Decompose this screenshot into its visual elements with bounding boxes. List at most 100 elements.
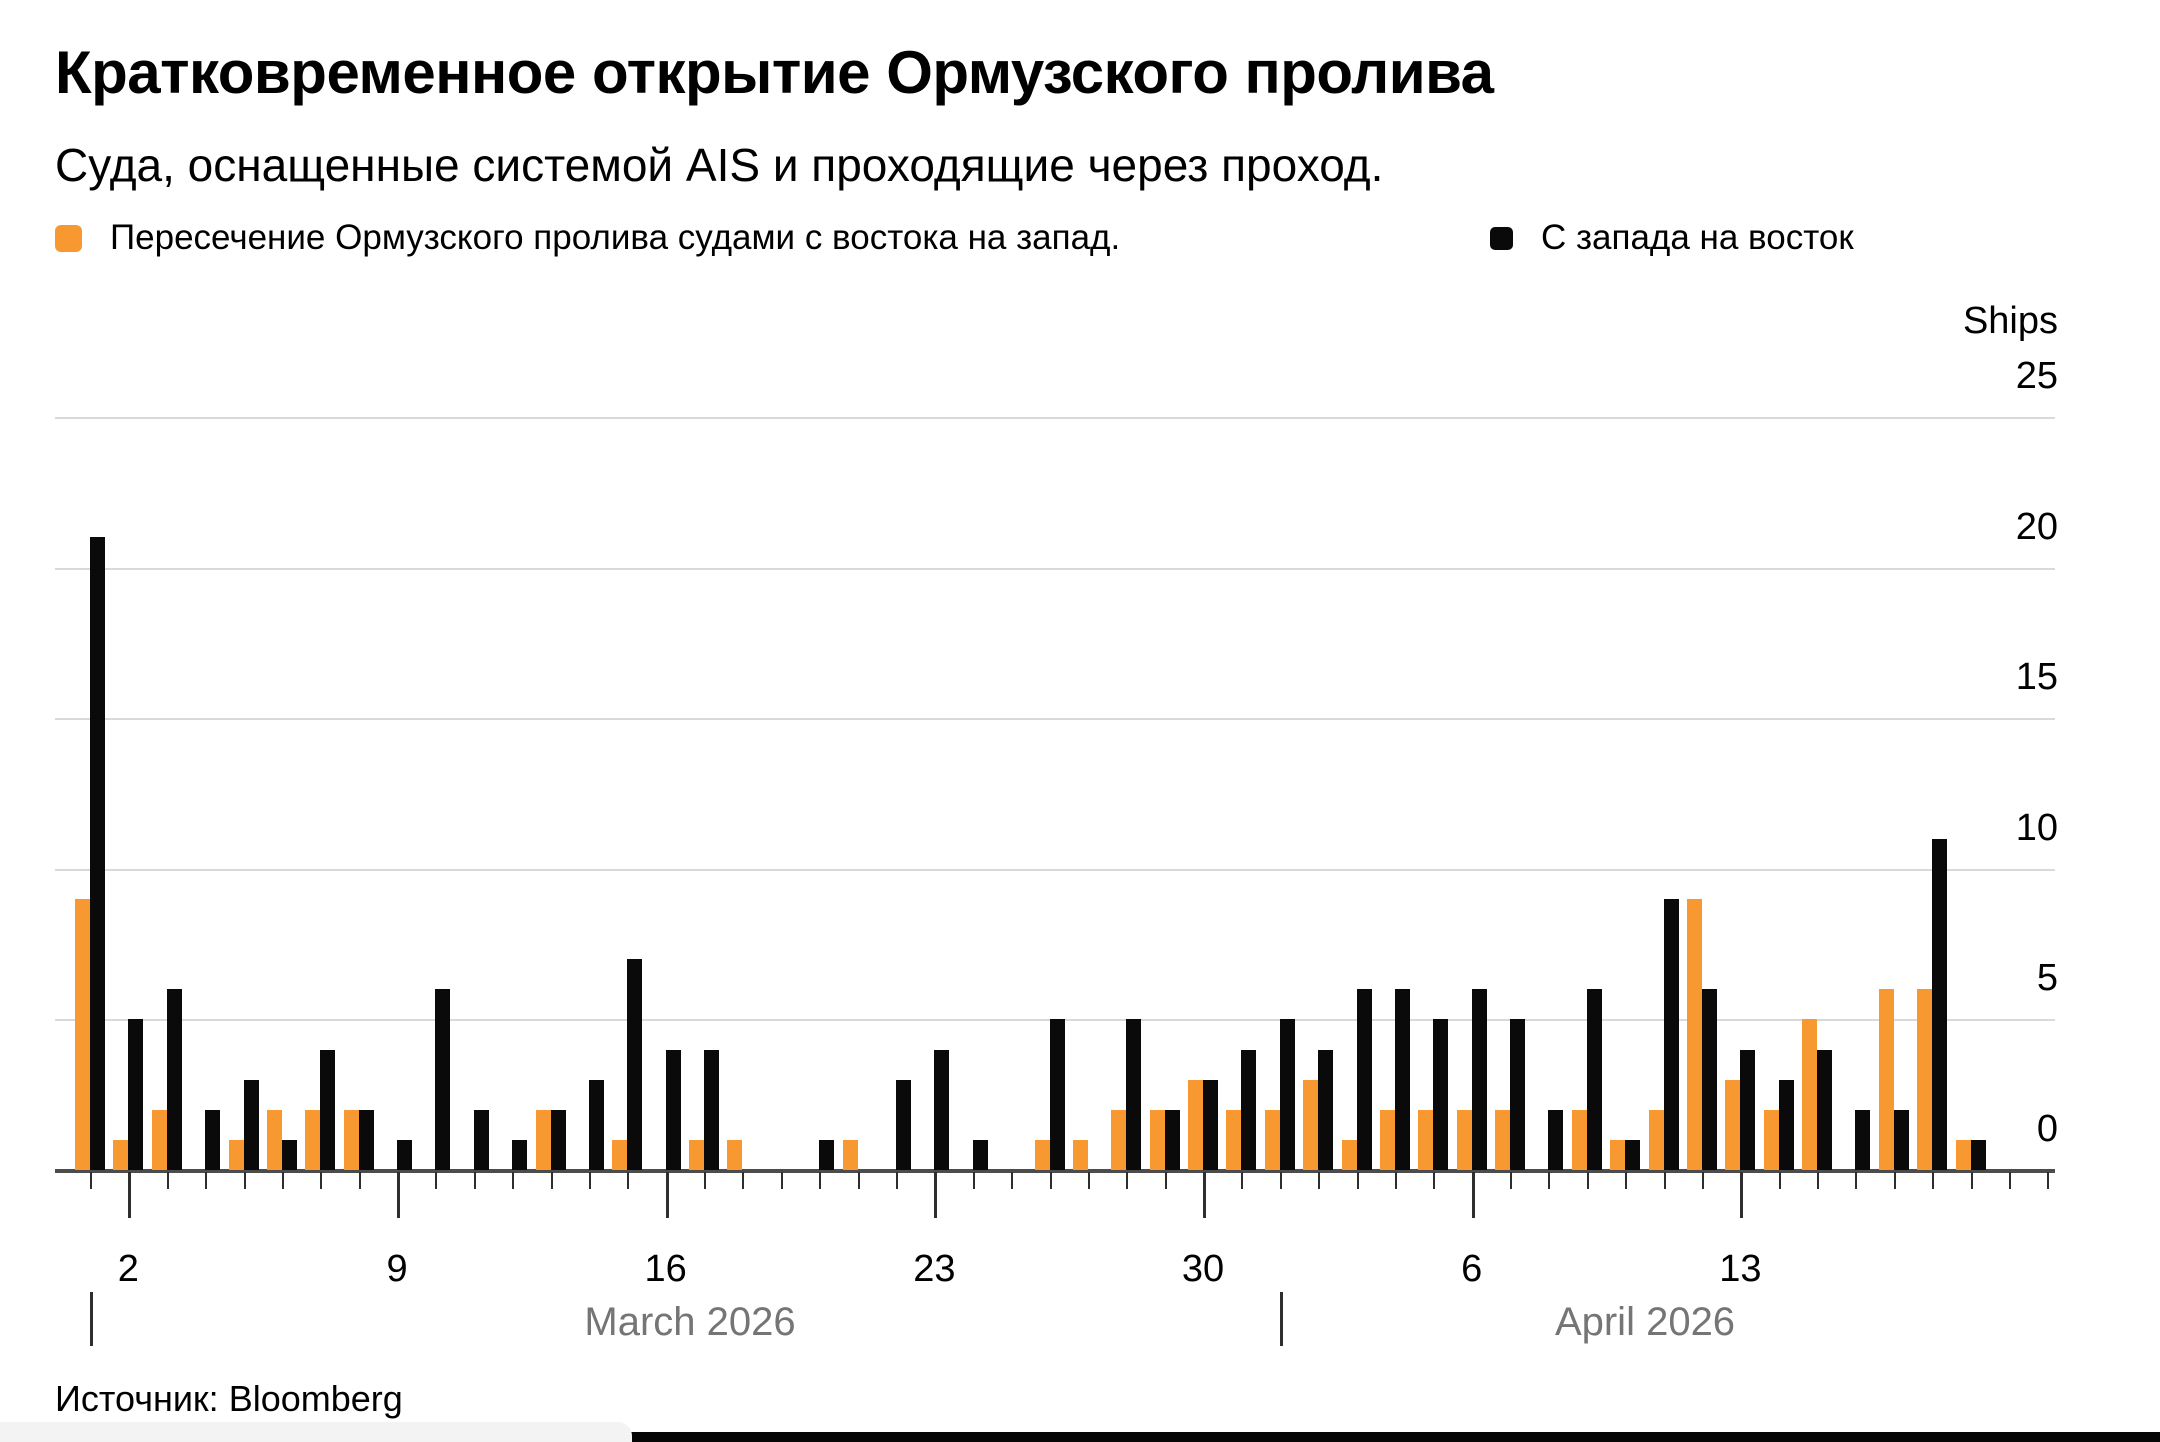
x-axis-tick xyxy=(1164,1172,1167,1189)
x-axis-tick xyxy=(1510,1172,1513,1189)
bar-west-east xyxy=(665,1049,681,1170)
bar-east-west xyxy=(343,1109,359,1170)
bar-east-west xyxy=(535,1109,551,1170)
x-axis-tick xyxy=(1586,1172,1589,1189)
x-axis-tick xyxy=(397,1172,401,1218)
bar-east-west xyxy=(1686,898,1702,1170)
x-tick-label: 30 xyxy=(1181,1248,1225,1290)
y-tick-label: 20 xyxy=(2015,505,2058,548)
bar-west-east xyxy=(895,1079,911,1170)
x-axis-tick xyxy=(128,1172,132,1218)
bar-east-west xyxy=(612,1139,628,1170)
bar-east-west xyxy=(1802,1019,1818,1170)
bar-east-west xyxy=(1264,1109,1280,1170)
x-axis-tick xyxy=(358,1172,361,1189)
x-axis-tick xyxy=(819,1172,822,1189)
bar-east-west xyxy=(1571,1109,1587,1170)
bar-east-west xyxy=(727,1139,743,1170)
x-axis-tick xyxy=(1203,1172,1207,1218)
bar-west-east xyxy=(243,1079,259,1170)
bar-east-west xyxy=(1226,1109,1242,1170)
bar-west-east xyxy=(1586,989,1602,1170)
bar-east-west xyxy=(1648,1109,1664,1170)
x-axis-tick xyxy=(1932,1172,1935,1189)
x-axis-tick xyxy=(1740,1172,1744,1218)
x-axis-tick xyxy=(2009,1172,2011,1189)
bar-west-east xyxy=(1855,1109,1871,1170)
x-axis-tick xyxy=(934,1172,938,1218)
bar-west-east xyxy=(1817,1049,1833,1170)
x-tick-label: 16 xyxy=(644,1248,687,1290)
x-axis-tick xyxy=(281,1172,284,1189)
x-axis-tick xyxy=(895,1172,898,1189)
bottom-dark-strip xyxy=(470,1432,2160,1442)
x-axis-tick xyxy=(512,1172,515,1189)
x-axis-tick xyxy=(320,1172,323,1189)
bar-east-west xyxy=(689,1139,705,1170)
x-tick-label: 9 xyxy=(386,1248,408,1290)
y-tick-label: 10 xyxy=(2015,806,2058,849)
x-axis-tick xyxy=(166,1172,169,1189)
y-tick-label: 0 xyxy=(2036,1108,2058,1150)
bar-west-east xyxy=(1510,1019,1526,1170)
bar-west-east xyxy=(1548,1109,1564,1170)
bar-west-east xyxy=(281,1139,297,1170)
bar-west-east xyxy=(1318,1049,1334,1170)
x-axis-tick xyxy=(1087,1172,1090,1189)
bar-west-east xyxy=(1740,1049,1756,1170)
bar-west-east xyxy=(1356,989,1372,1170)
bar-west-east xyxy=(1778,1079,1794,1170)
x-axis-tick xyxy=(550,1172,553,1189)
bar-west-east xyxy=(550,1109,566,1170)
bar-west-east xyxy=(1049,1019,1065,1170)
x-axis-tick xyxy=(780,1172,783,1189)
y-tick-label: 15 xyxy=(2015,656,2058,699)
bar-west-east xyxy=(320,1049,336,1170)
x-axis-tick xyxy=(205,1172,208,1189)
bar-east-west xyxy=(151,1109,167,1170)
bar-west-east xyxy=(1471,989,1487,1170)
bar-east-west xyxy=(75,898,90,1170)
x-axis-tick xyxy=(1625,1172,1628,1189)
gridline xyxy=(55,718,2055,721)
page-title: Кратковременное открытие Ормузского прол… xyxy=(55,39,1494,106)
bar-west-east xyxy=(435,989,451,1170)
bar-east-west xyxy=(1610,1139,1626,1170)
bar-west-east xyxy=(819,1139,835,1170)
bar-west-east xyxy=(512,1139,528,1170)
legend-item-west-east: С запада на восток xyxy=(1490,218,1854,258)
bar-west-east xyxy=(473,1109,489,1170)
legend-label-west-east: С запада на восток xyxy=(1541,218,1854,257)
x-axis-tick xyxy=(627,1172,630,1189)
bar-west-east xyxy=(1663,898,1679,1170)
bar-west-east xyxy=(1241,1049,1257,1170)
x-axis-tick xyxy=(1394,1172,1397,1189)
x-axis-tick xyxy=(1279,1172,1282,1189)
month-label-march: March 2026 xyxy=(584,1300,796,1344)
month-label-april: April 2026 xyxy=(1554,1300,1736,1344)
bar-west-east xyxy=(397,1139,413,1170)
bar-west-east xyxy=(90,537,105,1170)
bar-west-east xyxy=(1893,1109,1909,1170)
x-axis-tick xyxy=(665,1172,669,1218)
x-axis-tick xyxy=(704,1172,707,1189)
legend-label-east-west: Пересечение Ормузского пролива судами с … xyxy=(110,218,1121,257)
y-tick-label: 5 xyxy=(2036,957,2058,1000)
x-axis-tick xyxy=(972,1172,975,1189)
x-axis-tick xyxy=(1318,1172,1321,1189)
legend-swatch-east-west-icon xyxy=(55,224,82,252)
bar-east-west xyxy=(1072,1139,1088,1170)
x-axis-tick xyxy=(1049,1172,1052,1189)
bar-west-east xyxy=(704,1049,720,1170)
bar-west-east xyxy=(205,1109,221,1170)
bar-west-east xyxy=(1394,989,1410,1170)
bar-west-east xyxy=(1701,989,1717,1170)
gridline xyxy=(55,417,2055,419)
x-axis-tick xyxy=(857,1172,860,1189)
x-axis-tick xyxy=(1126,1172,1129,1189)
source-text: Источник: Bloomberg xyxy=(55,1378,403,1419)
x-tick-label: 23 xyxy=(913,1248,956,1290)
legend: Пересечение Ормузского пролива судами с … xyxy=(55,218,2105,262)
bar-west-east xyxy=(1970,1139,1986,1170)
bar-east-west xyxy=(228,1139,244,1170)
